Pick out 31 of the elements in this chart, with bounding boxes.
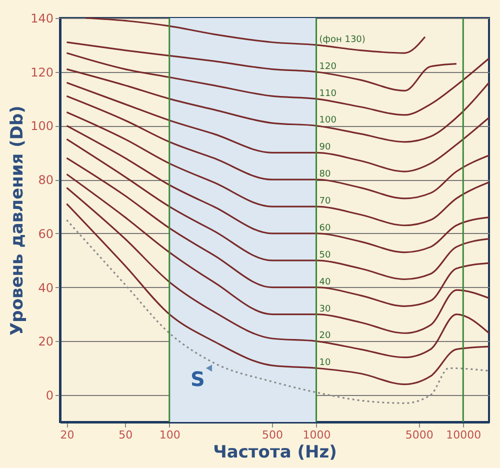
x-tick-label: 20 xyxy=(60,428,74,442)
y-axis-title: Уровень давления (Db) xyxy=(8,106,28,336)
series-label: 90 xyxy=(319,142,331,153)
x-tick-label: 10000 xyxy=(446,428,482,442)
series-label: (фон 130) xyxy=(319,34,366,45)
y-tick-label: 20 xyxy=(38,334,54,349)
series-label: 70 xyxy=(319,196,331,207)
x-tick-label: 100 xyxy=(159,428,180,442)
x-tick-label: 5000 xyxy=(405,428,434,442)
y-tick-label: 120 xyxy=(30,65,54,80)
series-label: 20 xyxy=(319,331,331,342)
annotation: S xyxy=(190,367,205,392)
series-label: 80 xyxy=(319,170,331,180)
y-tick-label: 100 xyxy=(30,119,54,134)
x-tick-label: 500 xyxy=(262,428,284,442)
series-label: 10 xyxy=(319,358,331,368)
series-label: 60 xyxy=(319,223,331,234)
series-label: 120 xyxy=(319,62,337,72)
series-label: 30 xyxy=(319,304,331,314)
series-label: 50 xyxy=(319,250,331,260)
series-label: 40 xyxy=(319,277,331,288)
y-tick-label: 40 xyxy=(38,280,54,295)
series-label: 100 xyxy=(319,116,337,126)
y-tick-label: 60 xyxy=(38,226,54,241)
x-axis-title: Частота (Hz) xyxy=(213,442,337,462)
y-tick-label: 140 xyxy=(30,12,54,26)
series-label: 110 xyxy=(319,88,337,99)
x-tick-label: 50 xyxy=(118,428,133,442)
y-tick-label: 0 xyxy=(46,388,54,403)
x-tick-label: 1000 xyxy=(302,428,331,442)
y-tick-label: 80 xyxy=(38,173,54,188)
